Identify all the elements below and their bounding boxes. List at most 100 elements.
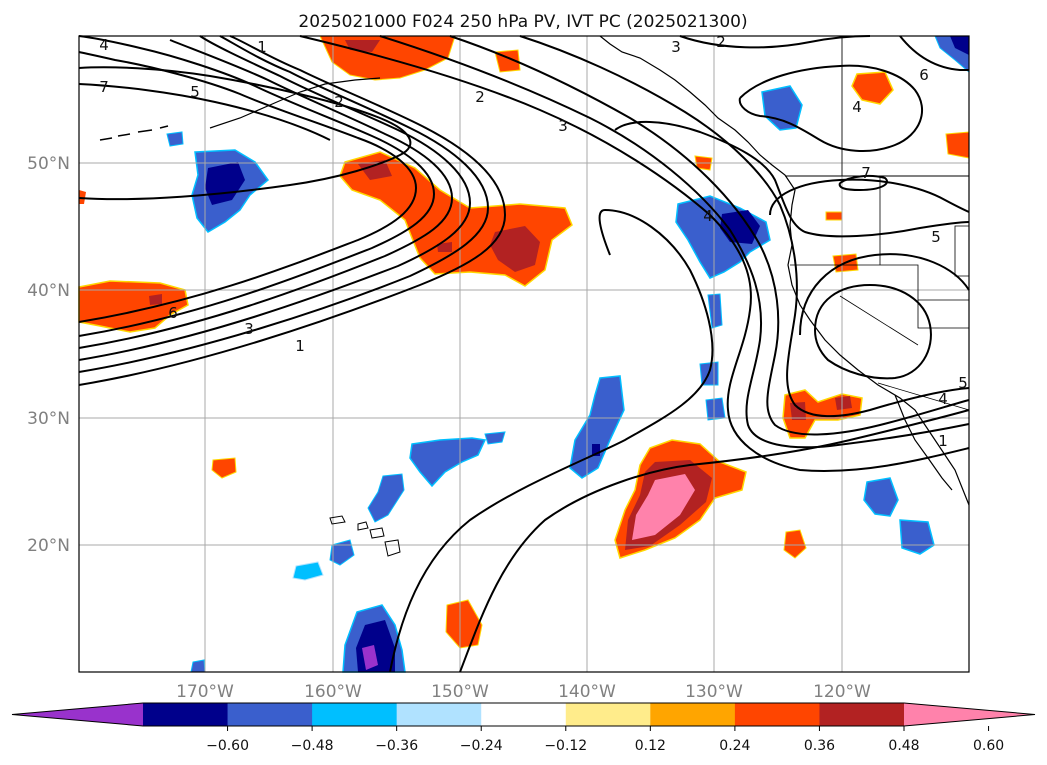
lon-label: 120°W (813, 682, 871, 702)
contour-line (389, 208, 714, 673)
pv-positive-anomaly (490, 226, 540, 272)
ivt-contours (78, 35, 970, 673)
colorbar-tick-label: 0.36 (804, 738, 835, 754)
lon-label: 170°W (176, 682, 234, 702)
colorbar-outline (11, 702, 1036, 727)
lat-label: 30°N (27, 409, 70, 429)
colorbar-segment (734, 703, 820, 726)
colorbar-segments (11, 702, 1036, 727)
lat-label: 50°N (27, 154, 70, 174)
contour-label: 4 (938, 390, 948, 408)
pv-negative-anomaly (362, 645, 378, 670)
pv-negative-anomaly (707, 293, 723, 329)
contour-label: 4 (703, 207, 713, 225)
contour-label: 5 (958, 374, 968, 392)
contour-label: 3 (671, 38, 681, 56)
colorbar-segment (396, 703, 482, 726)
contour-line (738, 64, 924, 152)
colorbar-segment (481, 703, 567, 726)
pv-negative-anomaly (190, 659, 206, 673)
contour-label: 7 (99, 78, 109, 96)
pv-positive-anomaly (358, 160, 392, 180)
contour-label: 7 (861, 164, 871, 182)
colorbar-tick-label: −0.24 (460, 738, 503, 754)
contour-line (78, 66, 412, 201)
contour-line (519, 35, 970, 418)
pv-positive-anomaly (149, 294, 162, 305)
lon-label: 160°W (304, 682, 362, 702)
contour-line (379, 35, 970, 449)
contour-line (78, 35, 507, 386)
pv-negative-anomaly (720, 210, 760, 244)
contour-line (459, 409, 970, 673)
pv-negative-anomaly (409, 437, 487, 488)
contour-line (78, 35, 490, 373)
hawaii-islands (329, 515, 401, 557)
contour-line (78, 83, 331, 141)
gridlines (79, 36, 969, 672)
contour-label: 3 (244, 320, 254, 338)
pv-negative-anomaly (569, 375, 625, 479)
pv-positive-anomaly (211, 457, 237, 479)
lon-label: 140°W (558, 682, 616, 702)
contour-label: 5 (190, 83, 200, 101)
colorbar-tick-label: 0.12 (635, 738, 666, 754)
contour-line (838, 174, 888, 192)
colorbar-segment (650, 703, 736, 726)
colorbar-tick-label: 0.60 (973, 738, 1004, 754)
lon-label: 130°W (685, 682, 743, 702)
colorbar: −0.60 −0.48 −0.36 −0.24 −0.12 0.12 0.24 0.36 0.4… (11, 702, 1036, 754)
contour-label: 2 (334, 93, 344, 111)
figure-title: 2025021000 F024 250 hPa PV, IVT PC (2025… (298, 12, 747, 32)
colorbar-segment (143, 703, 229, 726)
pv-negative-anomaly (166, 131, 184, 147)
pv-positive-anomaly (79, 190, 86, 204)
pv-negative-anomaly (292, 561, 324, 581)
pv-negative-anomaly (484, 431, 506, 445)
colorbar-extend-max (904, 703, 1035, 726)
pv-positive-anomaly (835, 396, 852, 410)
lon-label: 150°W (431, 682, 489, 702)
contour-label: 3 (558, 117, 568, 135)
contour-label: 5 (931, 228, 941, 246)
contour-line (899, 35, 969, 71)
contour-label: 6 (919, 66, 929, 84)
pv-negative-anomaly (329, 539, 355, 566)
map-background (79, 36, 969, 672)
contour-line (78, 35, 472, 361)
contour-label: 1 (257, 38, 267, 56)
contour-line (799, 253, 970, 336)
pv-negative-anomaly (950, 36, 969, 55)
contour-label: 2 (475, 88, 485, 106)
colorbar-segment (312, 703, 398, 726)
contour-line (78, 35, 436, 337)
pv-positive-anomaly (783, 529, 807, 559)
contour-line (449, 35, 970, 436)
pv-negative-anomaly (705, 397, 726, 421)
colorbar-segment (565, 703, 651, 726)
colorbar-tick-label: 0.24 (719, 738, 750, 754)
contour-line (769, 178, 970, 216)
contour-label: 4 (852, 98, 862, 116)
map-frame (78, 35, 970, 673)
contour-line (814, 283, 932, 380)
latitude-labels: 50°N 40°N 30°N 20°N (27, 154, 70, 556)
colorbar-extend-min (12, 703, 143, 726)
map-panel: 4 1 7 5 2 2 3 3 2 6 4 3 1 6 4 7 5 5 4 1 (78, 33, 970, 673)
pv-negative-anomaly (863, 477, 899, 517)
contour-line (614, 121, 970, 238)
contour-label: 1 (295, 337, 305, 355)
alaska-coastline (209, 77, 381, 129)
contour-label: 2 (716, 33, 726, 51)
longitude-labels: 170°W 160°W 150°W 140°W 130°W 120°W (176, 682, 871, 702)
colorbar-tick-label: 0.48 (888, 738, 919, 754)
colorbar-tick-label: −0.48 (291, 738, 334, 754)
colorbar-tick-label: −0.60 (206, 738, 249, 754)
aleutian-islands (99, 125, 169, 141)
pv-positive-anomaly (790, 402, 806, 420)
colorbar-segment (819, 703, 905, 726)
contour-label: 4 (99, 36, 109, 54)
pv-negative-anomaly (899, 519, 935, 555)
colorbar-tick-label: −0.36 (375, 738, 418, 754)
colorbar-segment (227, 703, 313, 726)
